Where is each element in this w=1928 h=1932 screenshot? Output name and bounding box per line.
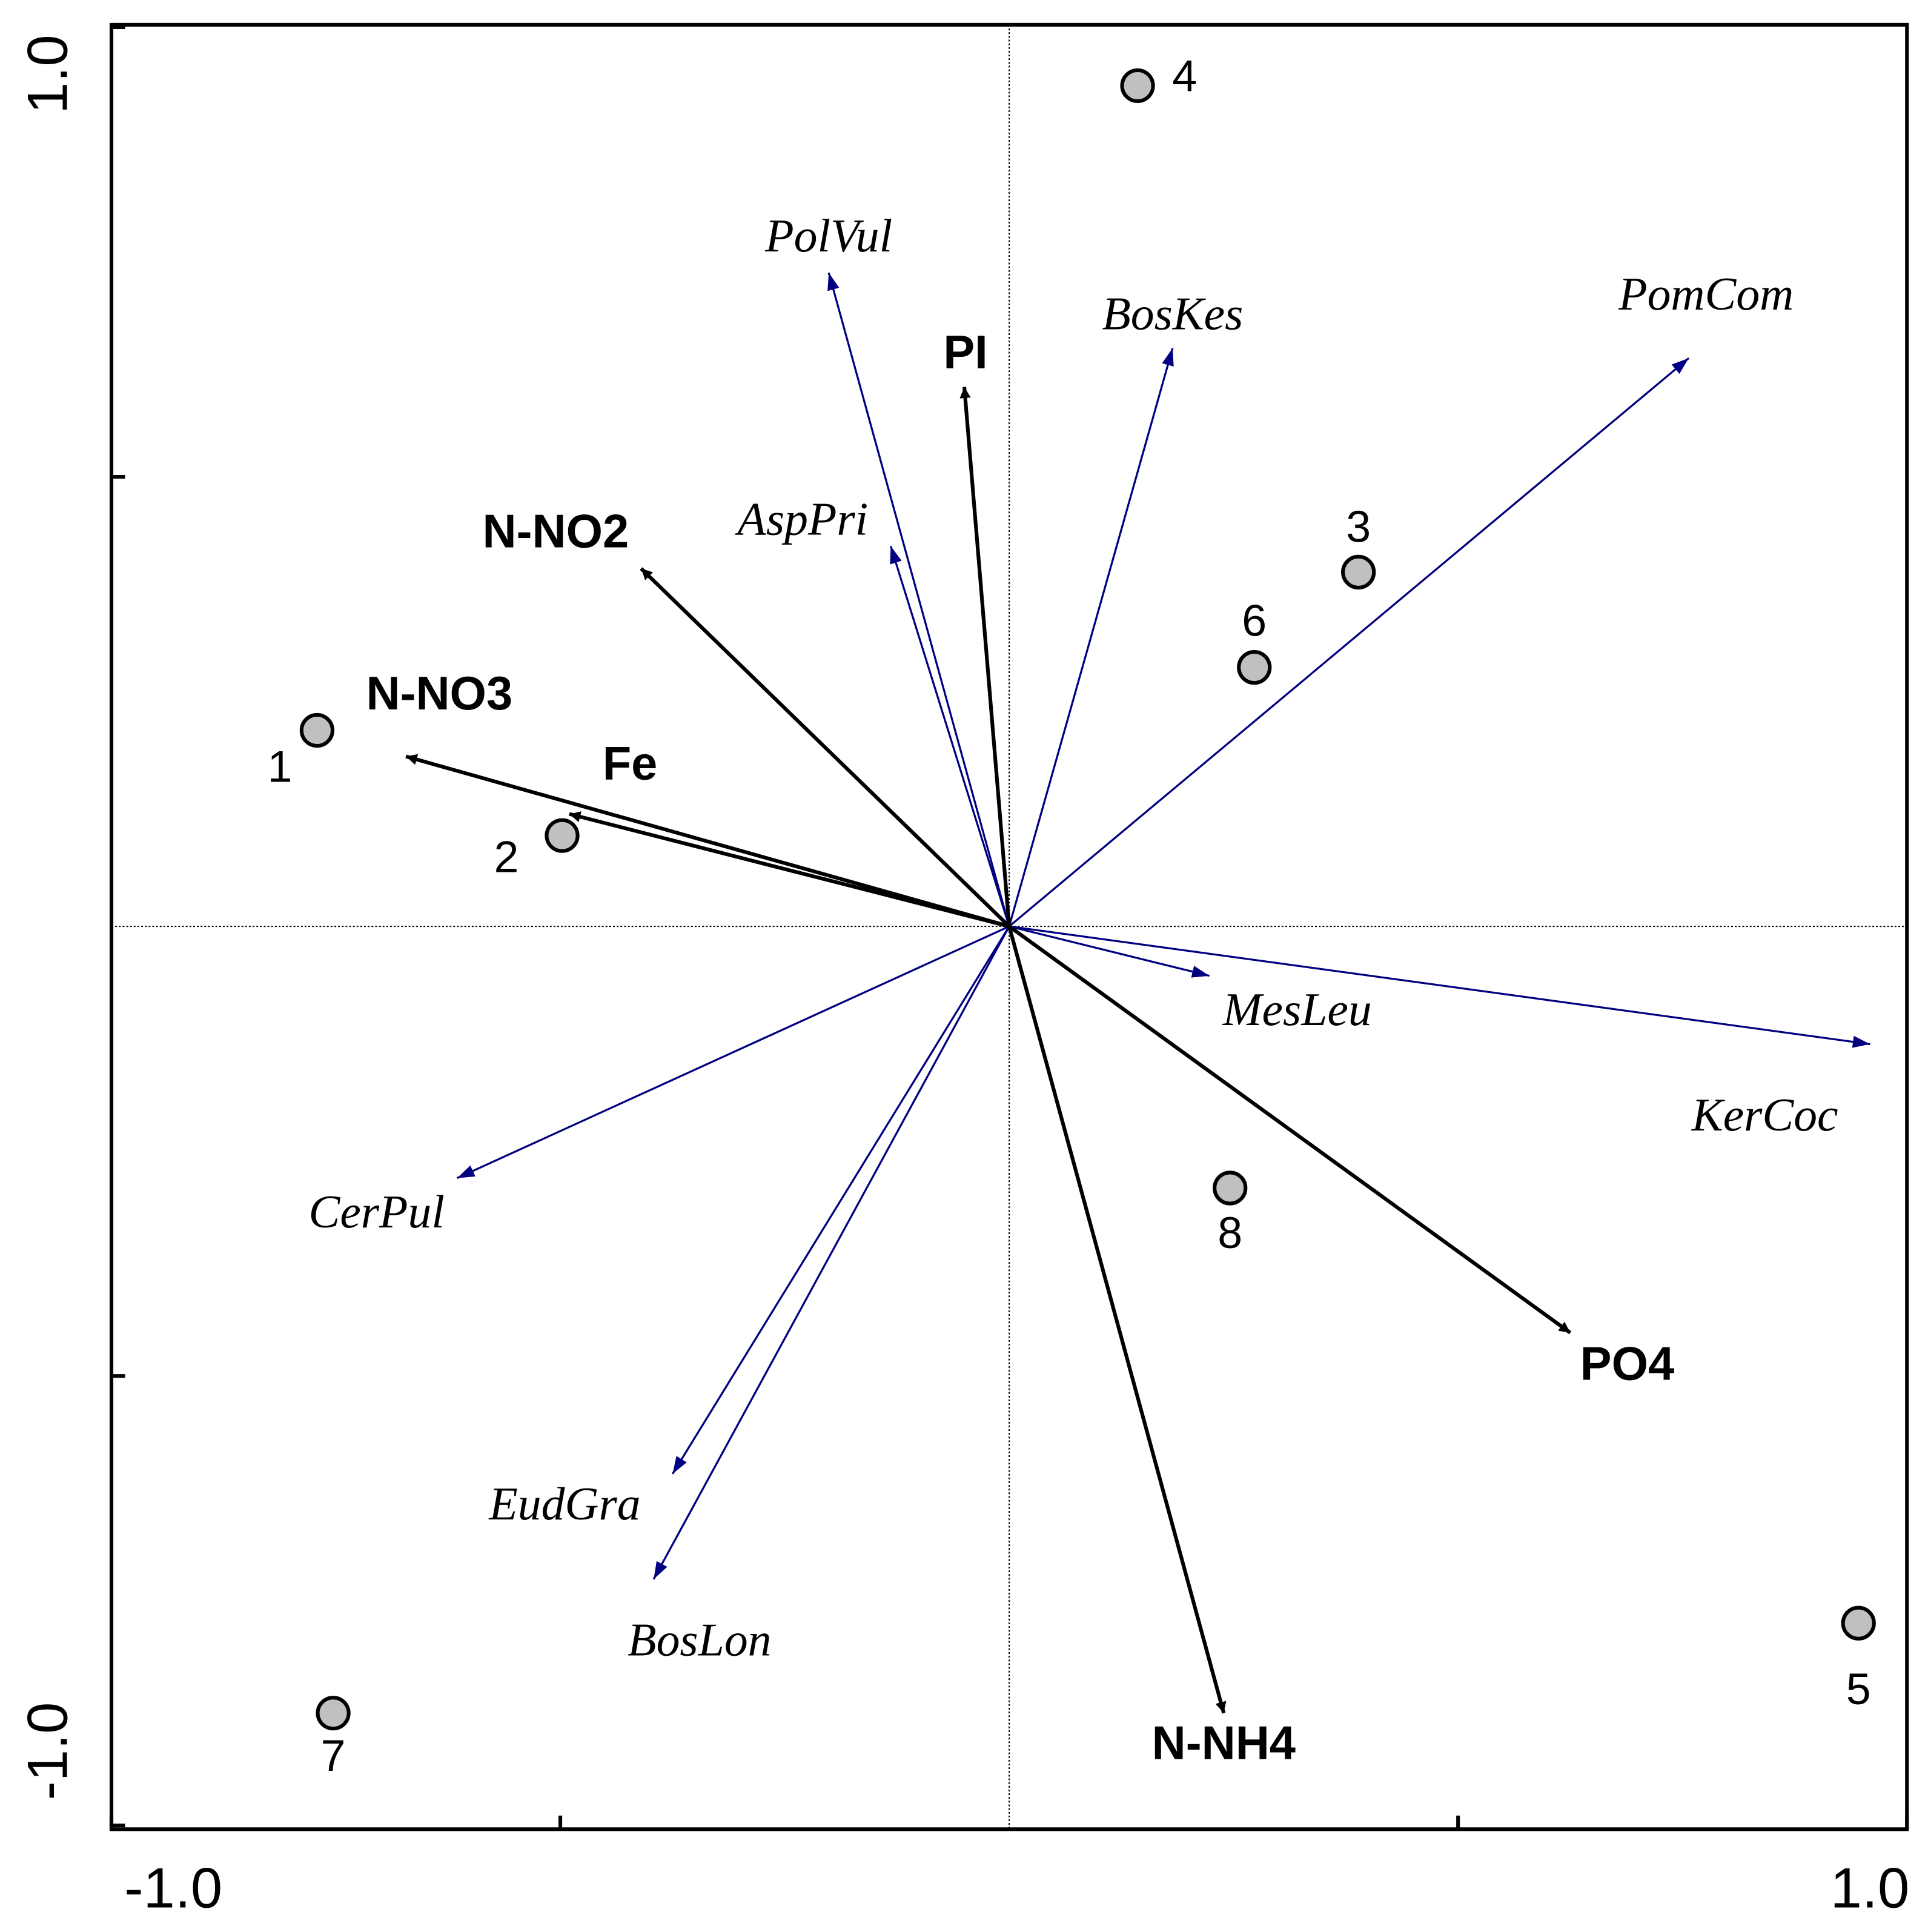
- environment-arrow: [569, 811, 1010, 929]
- site-label: 4: [1172, 51, 1197, 101]
- species-label: CerPul: [309, 1186, 445, 1238]
- site-point: [1120, 68, 1155, 104]
- environment-arrow: [640, 567, 1011, 928]
- environment-label: N-NO2: [483, 506, 629, 558]
- environment-label: N-NO3: [366, 668, 512, 720]
- species-arrow: [671, 926, 1010, 1475]
- species-arrow: [1009, 925, 1210, 978]
- site-label: 5: [1846, 1664, 1871, 1714]
- species-label: AspPri: [734, 493, 868, 545]
- species-label: PomCom: [1618, 268, 1794, 320]
- site-point: [1213, 1170, 1248, 1206]
- species-arrow: [889, 545, 1010, 927]
- environment-arrow: [405, 754, 1010, 929]
- site-label: 3: [1346, 501, 1371, 551]
- site-point: [316, 1696, 351, 1731]
- environment-arrow: [1008, 925, 1572, 1335]
- species-arrow: [1009, 357, 1690, 928]
- species-label: BosLon: [628, 1614, 771, 1666]
- environment-label: PO4: [1580, 1338, 1674, 1390]
- y-tick-label: 1.0: [16, 35, 79, 114]
- site-label: 1: [268, 741, 293, 791]
- species-label: BosKes: [1102, 288, 1243, 340]
- environment-label: PI: [943, 327, 987, 379]
- site-point: [1341, 554, 1376, 589]
- species-label: MesLeu: [1222, 983, 1372, 1035]
- species-arrow: [1009, 925, 1870, 1048]
- species-label: KerCoc: [1691, 1089, 1838, 1141]
- site-label: 8: [1217, 1207, 1242, 1258]
- species-arrow: [1008, 348, 1174, 927]
- species-arrow: [456, 925, 1010, 1180]
- y-tick-label: -1.0: [16, 1702, 79, 1801]
- site-label: 7: [321, 1730, 346, 1781]
- species-label: PolVul: [764, 210, 892, 262]
- environment-arrow: [959, 387, 1012, 927]
- site-point: [1237, 650, 1272, 685]
- x-tick-label: -1.0: [124, 1856, 222, 1919]
- site-point: [545, 818, 580, 853]
- species-label: EudGra: [488, 1478, 640, 1530]
- site-label: 2: [494, 832, 519, 882]
- environment-arrow: [1007, 926, 1227, 1714]
- species-arrow: [827, 272, 1010, 927]
- species-arrow: [652, 926, 1010, 1580]
- site-label: 6: [1242, 596, 1267, 646]
- site-point: [1841, 1605, 1876, 1641]
- x-tick-label: 1.0: [1830, 1856, 1910, 1919]
- environment-label: N-NH4: [1152, 1717, 1296, 1769]
- site-point: [299, 712, 335, 748]
- environment-label: Fe: [603, 737, 658, 789]
